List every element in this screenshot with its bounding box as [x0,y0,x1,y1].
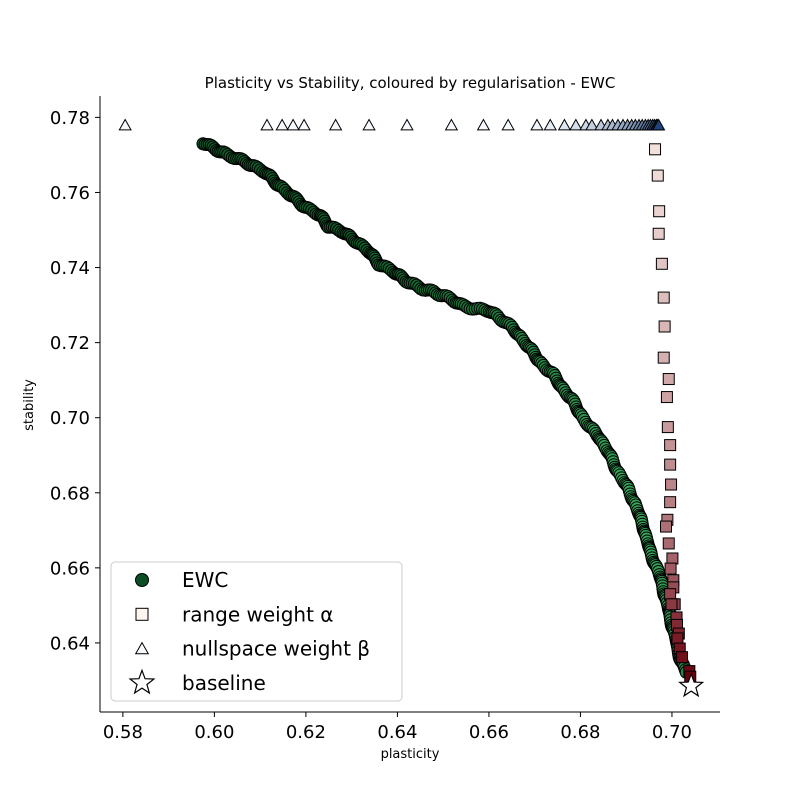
range-weight-point [651,169,664,182]
axes [99,96,720,713]
nullspace-weight-point [400,118,414,131]
y-tick-label: 0.68 [50,483,90,504]
range-weight-point [655,257,668,270]
baseline-point [678,672,705,698]
legend-triangle-marker [134,641,150,655]
x-tick-label: 0.70 [652,722,692,743]
x-tick-label: 0.58 [103,722,143,743]
x-tick-label: 0.60 [194,722,234,743]
y-tick-label: 0.66 [50,558,90,579]
x-tick-label: 0.66 [469,722,509,743]
y-axis-label: stability [22,379,37,431]
range-weight-point [649,143,662,156]
y-tick-label: 0.64 [50,633,90,654]
legend-item: range weight α [135,602,333,626]
range-weight-point [664,496,677,509]
nullspace-weight-point [297,118,311,131]
range-weight-point [664,562,677,575]
range-weight-point [671,632,684,645]
x-tick-label: 0.68 [560,722,600,743]
x-tick-label: 0.62 [286,722,326,743]
nullspace-weight-point [260,118,274,131]
nullspace-weight-point [569,118,583,131]
y-tick-label: 0.74 [50,258,90,279]
nullspace-weight-point [557,118,572,131]
range-weight-point [658,320,671,333]
legend-circle-marker [135,573,149,587]
nullspace-weight-point [543,118,557,131]
x-tick-label: 0.64 [377,722,417,743]
nullspace-weight-point [585,118,599,131]
y-tick-label: 0.70 [50,408,90,429]
legend-square-marker [135,607,149,621]
nullspace-weight-point [501,118,515,131]
range-weight-point [660,520,673,533]
x-axis-label: plasticity [381,747,440,762]
y-tick-label: 0.72 [50,333,90,354]
nullspace-weight-point [286,118,300,131]
range-weight-point [652,227,665,240]
legend-box [110,561,403,702]
y-tick-label: 0.76 [50,183,90,204]
range-weight-point [657,291,670,304]
x-ticks: 0.58 0.60 0.62 0.64 0.66 0.68 0.70 [103,712,692,743]
range-weight-point [665,598,678,611]
range-weight-point [660,391,673,404]
legend-label: nullspace weight β [182,637,370,661]
range-weight-point [676,651,689,664]
legend-star-marker [128,668,156,695]
y-tick-label: 0.78 [50,108,90,129]
range-weight-point [664,458,677,471]
range-weight-point [661,421,674,434]
plot-area [118,118,705,698]
legend: EWC range weight α nullspace weight β basel… [110,561,403,702]
legend-label: baseline [182,671,266,695]
nullspace-weight-point [328,118,343,131]
nullspace-weight-point [651,118,666,131]
range-weight-point [665,478,678,491]
range-weight-point [653,205,666,218]
legend-item: nullspace weight β [134,637,370,661]
chart-title: Plasticity vs Stability, coloured by reg… [205,74,616,92]
range-weight-point [666,552,679,565]
nullspace-weight-point [275,118,289,131]
nullspace-weight-point [362,118,376,131]
legend-label: range weight α [182,602,333,626]
legend-label: EWC [182,568,228,592]
range-weight-point [664,439,677,452]
nullspace-weight-point [118,118,132,131]
range-weight-point [662,537,675,550]
legend-item: baseline [128,668,266,695]
legend-item: EWC [135,568,228,592]
range-weight-point [662,373,675,386]
nullspace-weight-point [444,118,459,131]
y-ticks: 0.64 0.66 0.68 0.70 0.72 0.74 0.76 0.78 [50,108,100,654]
range-weight-point [657,351,670,364]
nullspace-weight-point [530,118,544,131]
range-weight-point [664,588,677,601]
nullspace-weight-point [476,118,491,131]
